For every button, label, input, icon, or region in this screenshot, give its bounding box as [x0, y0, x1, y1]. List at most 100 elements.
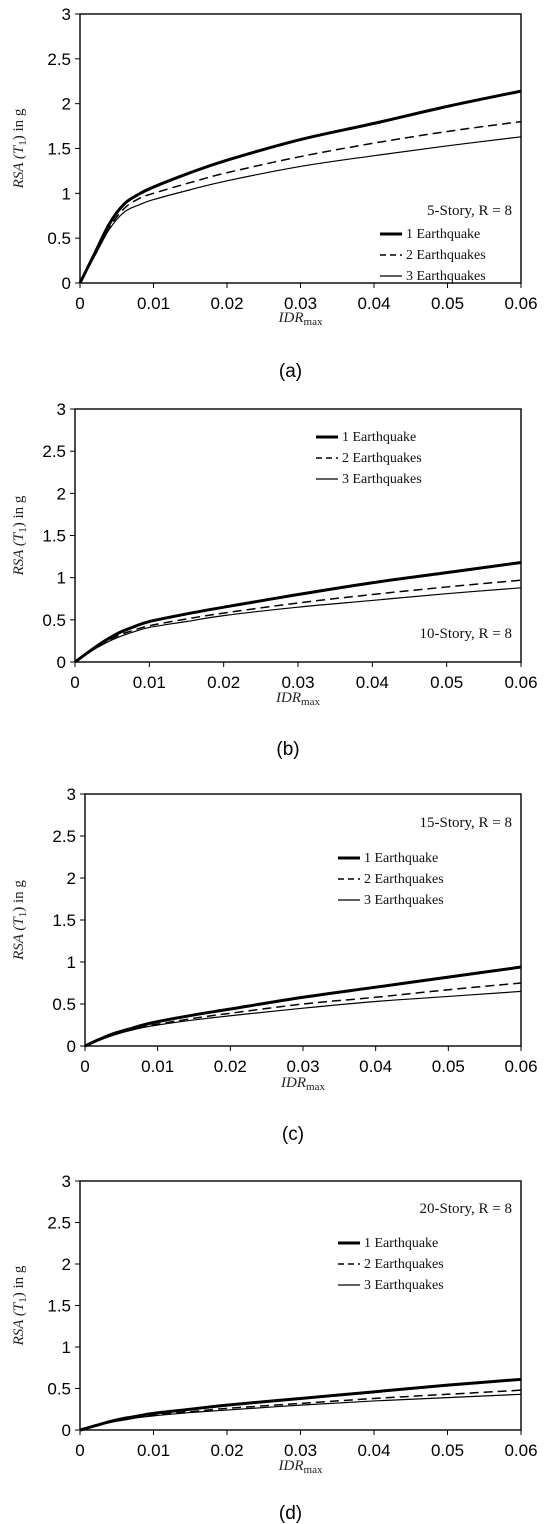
- y-tick-label: 3: [62, 1172, 71, 1191]
- y-tick-label: 1: [67, 953, 76, 972]
- plot-frame: [79, 13, 522, 284]
- plot-frame: [79, 1180, 522, 1431]
- x-tick-label: 0.04: [357, 294, 390, 313]
- y-tick-label: 0: [62, 1421, 71, 1440]
- x-tick-label: 0: [70, 673, 79, 692]
- x-tick-label: 0.06: [504, 1441, 537, 1460]
- legend-label-series-3-earthquakes: 3 Earthquakes: [406, 269, 486, 284]
- series-3-earthquakes-line: [79, 1393, 522, 1431]
- x-tick-label: 0.01: [137, 294, 170, 313]
- panel-caption: (c): [282, 1124, 304, 1145]
- x-tick-label: 0.06: [504, 673, 537, 692]
- y-axis-title: RSA (T1) in g: [11, 495, 29, 576]
- y-tick-label: 3: [57, 400, 66, 419]
- chart-panel-3: 0 0.5 1 1.5 2 2.5 3 0 0.01 0.02 0.03 0.04 0.05 0.06 ID…: [11, 785, 538, 1145]
- x-tick-label: 0.01: [137, 1441, 170, 1460]
- series-3-earthquakes-line: [74, 587, 522, 663]
- legend-label-series-1-earthquake: 1 Earthquake: [406, 227, 480, 242]
- x-tick-label: 0: [75, 294, 84, 313]
- y-tick-label: 1: [62, 184, 71, 203]
- panel-caption: (b): [276, 739, 299, 760]
- x-tick-label: 0.04: [359, 1057, 392, 1076]
- series-2-earthquakes-line: [74, 579, 522, 663]
- series-2-earthquakes-line: [84, 982, 522, 1047]
- x-tick-label: 0.05: [431, 1441, 464, 1460]
- x-tick-label: 0.05: [432, 1057, 465, 1076]
- x-tick-label: 0.02: [210, 1441, 243, 1460]
- x-tick-label: 0.04: [357, 1441, 390, 1460]
- x-tick-label: 0: [80, 1057, 89, 1076]
- y-tick-label: 0: [67, 1037, 76, 1056]
- x-tick-label: 0.03: [286, 1057, 319, 1076]
- x-tick-label: 0.03: [284, 1441, 317, 1460]
- y-tick-label: 3: [67, 785, 76, 804]
- series-3-earthquakes-line: [84, 990, 522, 1047]
- legend-label-series-1-earthquake: 1 Earthquake: [342, 430, 416, 445]
- x-axis-title: IDRmax: [278, 310, 323, 328]
- legend-label-series-1-earthquake: 1 Earthquake: [364, 851, 438, 866]
- x-tick-label: 0.03: [281, 673, 314, 692]
- x-tick-label: 0.02: [207, 673, 240, 692]
- series-2-earthquakes-line: [79, 120, 522, 284]
- panel-title: 10-Story, R = 8: [420, 626, 513, 642]
- x-tick-label: 0.02: [214, 1057, 247, 1076]
- panel-caption: (a): [279, 361, 302, 382]
- y-tick-label: 1.5: [47, 140, 71, 159]
- x-tick-label: 0: [75, 1441, 84, 1460]
- y-axis-title: RSA (T1) in g: [11, 1265, 29, 1346]
- legend-label-series-3-earthquakes: 3 Earthquakes: [364, 893, 444, 908]
- y-tick-label: 0.5: [42, 611, 66, 630]
- x-tick-label: 0.06: [504, 294, 537, 313]
- y-tick-label: 2.5: [47, 1214, 71, 1233]
- y-tick-label: 0.5: [47, 229, 71, 248]
- y-tick-label: 1: [57, 569, 66, 588]
- y-tick-label: 2.5: [52, 827, 76, 846]
- x-tick-label: 0.06: [504, 1057, 537, 1076]
- legend-label-series-3-earthquakes: 3 Earthquakes: [342, 472, 422, 487]
- panel-title: 5-Story, R = 8: [427, 203, 512, 219]
- y-tick-label: 2: [57, 484, 66, 503]
- series-1-earthquake-line: [78, 89, 522, 284]
- legend-label-series-2-earthquakes: 2 Earthquakes: [406, 248, 486, 263]
- series-1-earthquake-line: [74, 561, 522, 664]
- y-tick-label: 0: [62, 274, 71, 293]
- y-tick-label: 2: [62, 1255, 71, 1274]
- x-tick-label: 0.04: [356, 673, 389, 692]
- y-tick-label: 2: [62, 95, 71, 114]
- y-tick-label: 0.5: [52, 995, 76, 1014]
- y-tick-label: 1.5: [47, 1297, 71, 1316]
- y-tick-label: 0: [57, 653, 66, 672]
- x-tick-label: 0.01: [133, 673, 166, 692]
- y-axis-title: RSA (T1) in g: [11, 108, 29, 189]
- y-tick-label: 1: [62, 1338, 71, 1357]
- legend-label-series-3-earthquakes: 3 Earthquakes: [364, 1278, 444, 1293]
- series-1-earthquake-line: [79, 1377, 522, 1432]
- x-tick-label: 0.05: [430, 673, 463, 692]
- y-tick-label: 1.5: [42, 527, 66, 546]
- x-tick-label: 0.02: [210, 294, 243, 313]
- y-axis-title: RSA (T1) in g: [11, 880, 29, 961]
- x-axis-title: IDRmax: [278, 1458, 323, 1476]
- legend-label-series-2-earthquakes: 2 Earthquakes: [364, 872, 444, 887]
- chart-panel-2: 0 0.5 1 1.5 2 2.5 3 0 0.01 0.02 0.03 0.04 0.05 0.06 ID…: [11, 400, 538, 760]
- y-tick-label: 0.5: [47, 1380, 71, 1399]
- panel-title: 20-Story, R = 8: [420, 1201, 513, 1217]
- panel-caption: (d): [279, 1503, 302, 1524]
- chart-panel-4: 0 0.5 1 1.5 2 2.5 3 0 0.01 0.02 0.03 0.04 0.05 0.06 ID…: [11, 1172, 538, 1524]
- legend-label-series-2-earthquakes: 2 Earthquakes: [342, 451, 422, 466]
- x-tick-label: 0.03: [284, 294, 317, 313]
- series-1-earthquake-line: [84, 965, 522, 1048]
- series-2-earthquakes-line: [79, 1389, 522, 1431]
- y-tick-label: 2.5: [47, 50, 71, 69]
- x-axis-title: IDRmax: [275, 690, 320, 708]
- x-tick-label: 0.05: [431, 294, 464, 313]
- panel-title: 15-Story, R = 8: [420, 815, 513, 831]
- legend-label-series-1-earthquake: 1 Earthquake: [364, 1236, 438, 1251]
- y-tick-label: 2.5: [42, 442, 66, 461]
- x-axis-title: IDRmax: [280, 1075, 325, 1093]
- legend-label-series-2-earthquakes: 2 Earthquakes: [364, 1257, 444, 1272]
- x-tick-label: 0.01: [141, 1057, 174, 1076]
- series-3-earthquakes-line: [79, 136, 522, 284]
- y-tick-label: 1.5: [52, 911, 76, 930]
